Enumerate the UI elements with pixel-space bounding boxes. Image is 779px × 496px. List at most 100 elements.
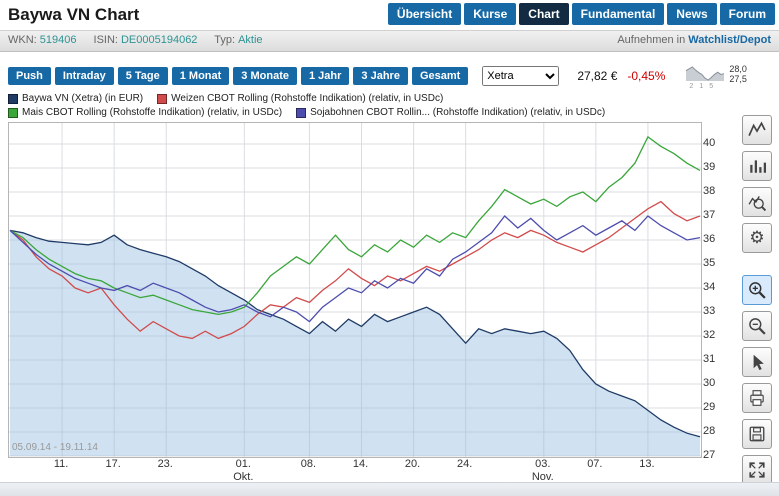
- page-title: Baywa VN Chart: [8, 5, 140, 24]
- y-axis-label: 27: [703, 449, 716, 461]
- wkn-label: WKN:: [8, 34, 37, 46]
- legend-label-baywa: Baywa VN (Xetra) (in EUR): [22, 93, 144, 104]
- nav-tab-chart[interactable]: Chart: [519, 3, 569, 25]
- zoom-in-icon: [749, 282, 766, 299]
- range-button-push[interactable]: Push: [8, 67, 51, 85]
- chart-type-line-button[interactable]: [742, 115, 772, 145]
- watchlist-depot-link[interactable]: Watchlist/Depot: [688, 34, 771, 46]
- watchlist-prefix: Aufnehmen in: [617, 34, 689, 46]
- bar-chart-icon: [750, 160, 766, 173]
- cursor-arrow-icon: [753, 354, 764, 371]
- nav-tab-news[interactable]: News: [667, 3, 717, 25]
- x-axis-label: 24.: [457, 458, 473, 470]
- wkn-value: 519406: [39, 34, 77, 46]
- nav-tab-fundamental[interactable]: Fundamental: [571, 3, 665, 25]
- fullscreen-expand-icon: [749, 462, 765, 478]
- nav-tab-forum[interactable]: Forum: [719, 3, 775, 25]
- range-button-1-jahr[interactable]: 1 Jahr: [300, 67, 350, 85]
- chart-area: 27 28 29 30 31 32 33 34 35 36 37 38 39 40 11. 17. 23. 01…: [0, 120, 735, 484]
- y-axis-label: 40: [703, 137, 716, 149]
- legend-swatch-weizen: [157, 93, 168, 104]
- y-axis-label: 31: [703, 353, 716, 365]
- mini-sparkline-ticks: 215: [689, 83, 720, 90]
- range-button-intraday[interactable]: Intraday: [54, 67, 114, 85]
- legend-item-sojabohnen[interactable]: Sojabohnen CBOT Rollin... (Rohstoffe Ind…: [296, 107, 605, 118]
- x-axis-label: 13.: [639, 458, 655, 470]
- isin-label: ISIN:: [93, 34, 118, 46]
- print-button[interactable]: [742, 383, 772, 413]
- legend-swatch-mais: [8, 107, 18, 118]
- nav-tab-uebersicht[interactable]: Übersicht: [387, 3, 462, 25]
- range-button-1-monat[interactable]: 1 Monat: [171, 67, 230, 85]
- legend-item-baywa[interactable]: Baywa VN (Xetra) (in EUR): [8, 93, 143, 104]
- typ-label: Typ:: [214, 34, 236, 46]
- y-axis-label: 39: [703, 161, 716, 173]
- y-axis-label: 35: [703, 257, 716, 269]
- line-chart-icon: [748, 121, 766, 136]
- range-button-5-tage[interactable]: 5 Tage: [117, 67, 168, 85]
- y-axis-label: 30: [703, 377, 716, 389]
- range-button-gesamt[interactable]: Gesamt: [411, 67, 469, 85]
- legend-swatch-baywa: [8, 93, 18, 104]
- zoom-out-button[interactable]: [742, 311, 772, 341]
- save-button[interactable]: [742, 419, 772, 449]
- chart-analysis-button[interactable]: [742, 187, 772, 217]
- current-price: 27,82 €: [577, 69, 618, 83]
- legend-label-mais: Mais CBOT Rolling (Rohstoffe Indikation)…: [22, 107, 283, 118]
- x-axis: 11. 17. 23. 01. Okt. 08. 14. 20. 24. 03. Nov. 07. 13…: [0, 458, 735, 484]
- chart-tools-sidebar: ⚙: [742, 115, 774, 485]
- mini-sparkline-chart: [686, 66, 725, 81]
- y-axis: 27 28 29 30 31 32 33 34 35 36 37 38 39 40: [703, 122, 733, 461]
- x-axis-label: 20.: [404, 458, 421, 470]
- y-axis-label: 29: [703, 401, 716, 413]
- y-axis-label: 37: [703, 209, 716, 221]
- zoom-in-button[interactable]: [742, 275, 772, 305]
- mini-sparkline-axis: 28,0 27,5: [729, 64, 747, 84]
- legend-item-weizen[interactable]: Weizen CBOT Rolling (Rohstoffe Indikatio…: [157, 93, 443, 104]
- range-button-3-monate[interactable]: 3 Monate: [233, 67, 297, 85]
- fullscreen-button[interactable]: [742, 455, 772, 485]
- mini-axis-bottom: 27,5: [729, 74, 747, 84]
- instrument-identifiers: WKN: 519406 ISIN: DE0005194062 Typ: Aktie: [8, 31, 277, 50]
- range-button-3-jahre[interactable]: 3 Jahre: [353, 67, 408, 85]
- zoom-out-icon: [749, 318, 766, 335]
- x-axis-label: 23.: [157, 458, 173, 470]
- y-axis-label: 28: [703, 425, 716, 437]
- printer-icon: [750, 390, 764, 406]
- watchlist-area: Aufnehmen in Watchlist/Depot: [617, 31, 771, 50]
- price-chart-plot[interactable]: [8, 122, 702, 458]
- x-axis-label: 03. Nov.: [526, 458, 560, 483]
- main-nav: Übersicht Kurse Chart Fundamental News F…: [387, 3, 775, 25]
- y-axis-label: 38: [703, 185, 716, 197]
- mini-axis-top: 28,0: [729, 64, 747, 74]
- x-axis-label: 14.: [352, 458, 369, 470]
- legend-item-mais[interactable]: Mais CBOT Rolling (Rohstoffe Indikation)…: [8, 107, 282, 118]
- y-axis-label: 32: [703, 329, 716, 341]
- bottom-strip: [0, 482, 779, 496]
- exchange-select[interactable]: Xetra: [482, 66, 560, 86]
- legend-label-sojabohnen: Sojabohnen CBOT Rollin... (Rohstoffe Ind…: [310, 107, 606, 118]
- x-axis-month-label: Nov.: [531, 471, 554, 483]
- nav-tab-kurse[interactable]: Kurse: [464, 3, 517, 25]
- x-axis-label: 17.: [105, 458, 121, 470]
- header: Baywa VN Chart Übersicht Kurse Chart Fun…: [0, 0, 779, 30]
- date-range-label: 05.09.14 - 19.11.14: [12, 442, 98, 453]
- x-axis-month-label: Okt.: [233, 471, 254, 483]
- x-axis-label: 08.: [300, 458, 317, 470]
- chart-settings-button[interactable]: ⚙: [742, 223, 772, 253]
- chart-search-icon: [748, 196, 766, 211]
- chart-toolbar: Push Intraday 5 Tage 1 Monat 3 Monate 1 …: [8, 64, 747, 90]
- pointer-tool-button[interactable]: [742, 347, 772, 377]
- price-change-percent: -0,45%: [627, 69, 666, 83]
- x-axis-label: 11.: [53, 458, 69, 470]
- isin-value: DE0005194062: [120, 34, 198, 46]
- legend-swatch-sojabohnen: [296, 107, 307, 118]
- gear-icon: ⚙: [749, 227, 765, 248]
- legend-label-weizen: Weizen CBOT Rolling (Rohstoffe Indikatio…: [171, 93, 444, 104]
- chart-legend: Baywa VN (Xetra) (in EUR) Weizen CBOT Ro…: [8, 93, 698, 118]
- floppy-disk-icon: [749, 426, 765, 442]
- chart-type-bars-button[interactable]: [742, 151, 772, 181]
- y-axis-label: 36: [703, 233, 716, 245]
- typ-value: Aktie: [238, 34, 263, 46]
- x-axis-label: 01. Okt.: [226, 458, 260, 483]
